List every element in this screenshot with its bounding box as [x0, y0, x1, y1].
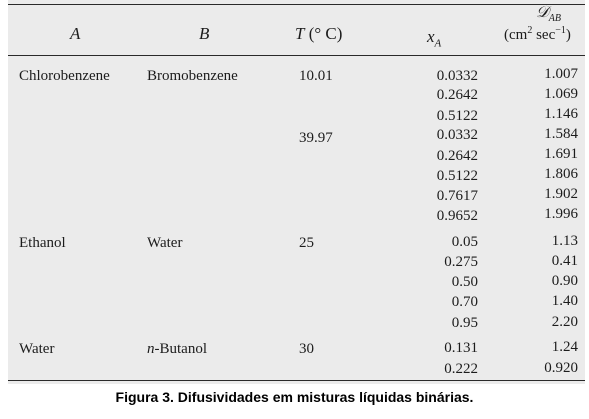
mole-fraction-cell: 0.0332	[436, 127, 478, 143]
diffusivity-cell: 1.902	[544, 186, 578, 202]
header-a: A	[70, 24, 81, 43]
diffusivity-cell: 0.90	[551, 273, 578, 289]
mole-fraction-cell: 0.0332	[436, 68, 478, 84]
diffusivity-cell: 1.069	[544, 86, 578, 102]
component-a-cell: Chlorobenzene	[19, 68, 110, 84]
header-rule	[8, 55, 585, 56]
component-b-cell: Water	[147, 235, 183, 251]
figure-caption: Figura 3. Difusividades em misturas líqu…	[115, 389, 474, 405]
bottom-rule	[8, 380, 585, 381]
mole-fraction-cell: 0.50	[451, 274, 478, 290]
mole-fraction-cell: 0.2642	[436, 87, 478, 103]
mole-fraction-cell: 0.222	[444, 361, 478, 377]
diffusivity-cell: 1.007	[544, 66, 578, 82]
diffusivity-cell: 1.584	[544, 126, 578, 142]
mole-fraction-cell: 0.2642	[436, 148, 478, 164]
mole-fraction-cell: 0.131	[444, 340, 478, 356]
diffusivity-cell: 1.996	[544, 206, 578, 222]
mole-fraction-cell: 0.05	[451, 234, 478, 250]
top-rule	[8, 4, 585, 5]
temperature-cell: 39.97	[299, 130, 333, 146]
header-temperature: T (° C)	[295, 24, 343, 43]
component-b-cell: n-Butanol	[147, 341, 207, 357]
component-b-cell: Bromobenzene	[147, 68, 238, 84]
component-a-cell: Water	[19, 341, 55, 357]
diffusivity-cell: 1.146	[544, 106, 578, 122]
mole-fraction-cell: 0.5122	[436, 168, 478, 184]
header-diffusivity: 𝒟AB	[536, 4, 561, 25]
mole-fraction-cell: 0.5122	[436, 108, 478, 124]
header-mole-fraction: xA	[427, 27, 442, 50]
mole-fraction-cell: 0.9652	[436, 208, 478, 224]
diffusivity-cell: 2.20	[551, 314, 578, 330]
diffusivity-cell: 1.806	[544, 166, 578, 182]
diffusivity-cell: 0.920	[544, 360, 578, 376]
temperature-cell: 10.01	[299, 68, 333, 84]
temperature-cell: 25	[299, 235, 314, 251]
diffusivity-cell: 1.13	[551, 233, 578, 249]
diffusivity-cell: 1.24	[551, 339, 578, 355]
diffusivity-cell: 0.41	[551, 253, 578, 269]
table-scan: A B T (° C) xA 𝒟AB (cm2 sec−1) Chloroben…	[8, 0, 585, 384]
mole-fraction-cell: 0.275	[444, 254, 478, 270]
header-b: B	[199, 24, 210, 43]
component-a-cell: Ethanol	[19, 235, 66, 251]
mole-fraction-cell: 0.7617	[436, 188, 478, 204]
temperature-cell: 30	[299, 341, 314, 357]
diffusivity-cell: 1.40	[551, 293, 578, 309]
mole-fraction-cell: 0.95	[451, 315, 478, 331]
mole-fraction-cell: 0.70	[451, 294, 478, 310]
header-diffusivity-unit: (cm2 sec−1)	[504, 25, 571, 43]
diffusivity-cell: 1.691	[544, 146, 578, 162]
